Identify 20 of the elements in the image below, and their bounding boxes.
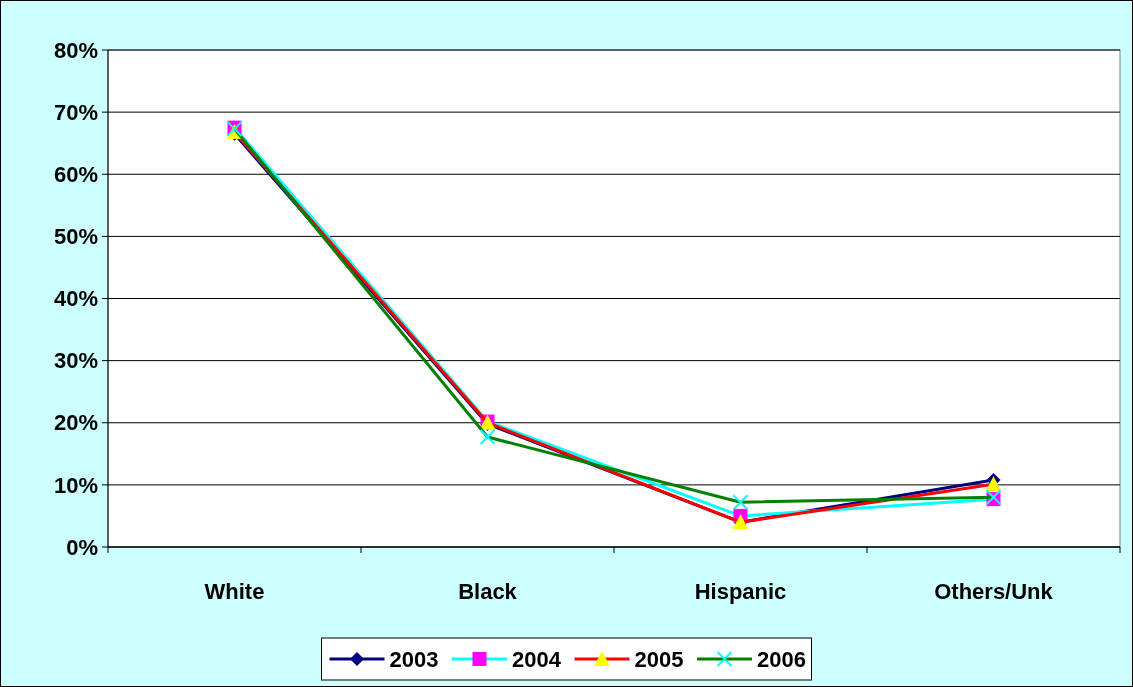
point (985, 476, 1002, 492)
legend-label: 2006 (757, 646, 806, 672)
y-tick-label: 20% (53, 410, 98, 436)
legend-label: 2004 (512, 646, 562, 672)
x-tick-label: White (204, 579, 265, 604)
x-tick-label: Hispanic (694, 579, 787, 604)
y-tick-label: 40% (53, 286, 98, 312)
legend-label: 2003 (389, 646, 439, 672)
y-tick-label: 70% (53, 99, 98, 125)
y-tick-label: 60% (53, 161, 98, 187)
legend-label: 2005 (634, 646, 684, 672)
y-tick-label: 80% (53, 37, 98, 63)
point (732, 494, 749, 511)
y-tick-label: 50% (53, 224, 98, 250)
point (479, 429, 496, 446)
x-tick-label: Black (458, 579, 518, 604)
y-tick-label: 10% (53, 472, 98, 498)
y-tick-label: 0% (66, 534, 98, 560)
y-tick-label: 30% (53, 348, 98, 374)
x-tick-label: Others/Unk (934, 579, 1054, 604)
